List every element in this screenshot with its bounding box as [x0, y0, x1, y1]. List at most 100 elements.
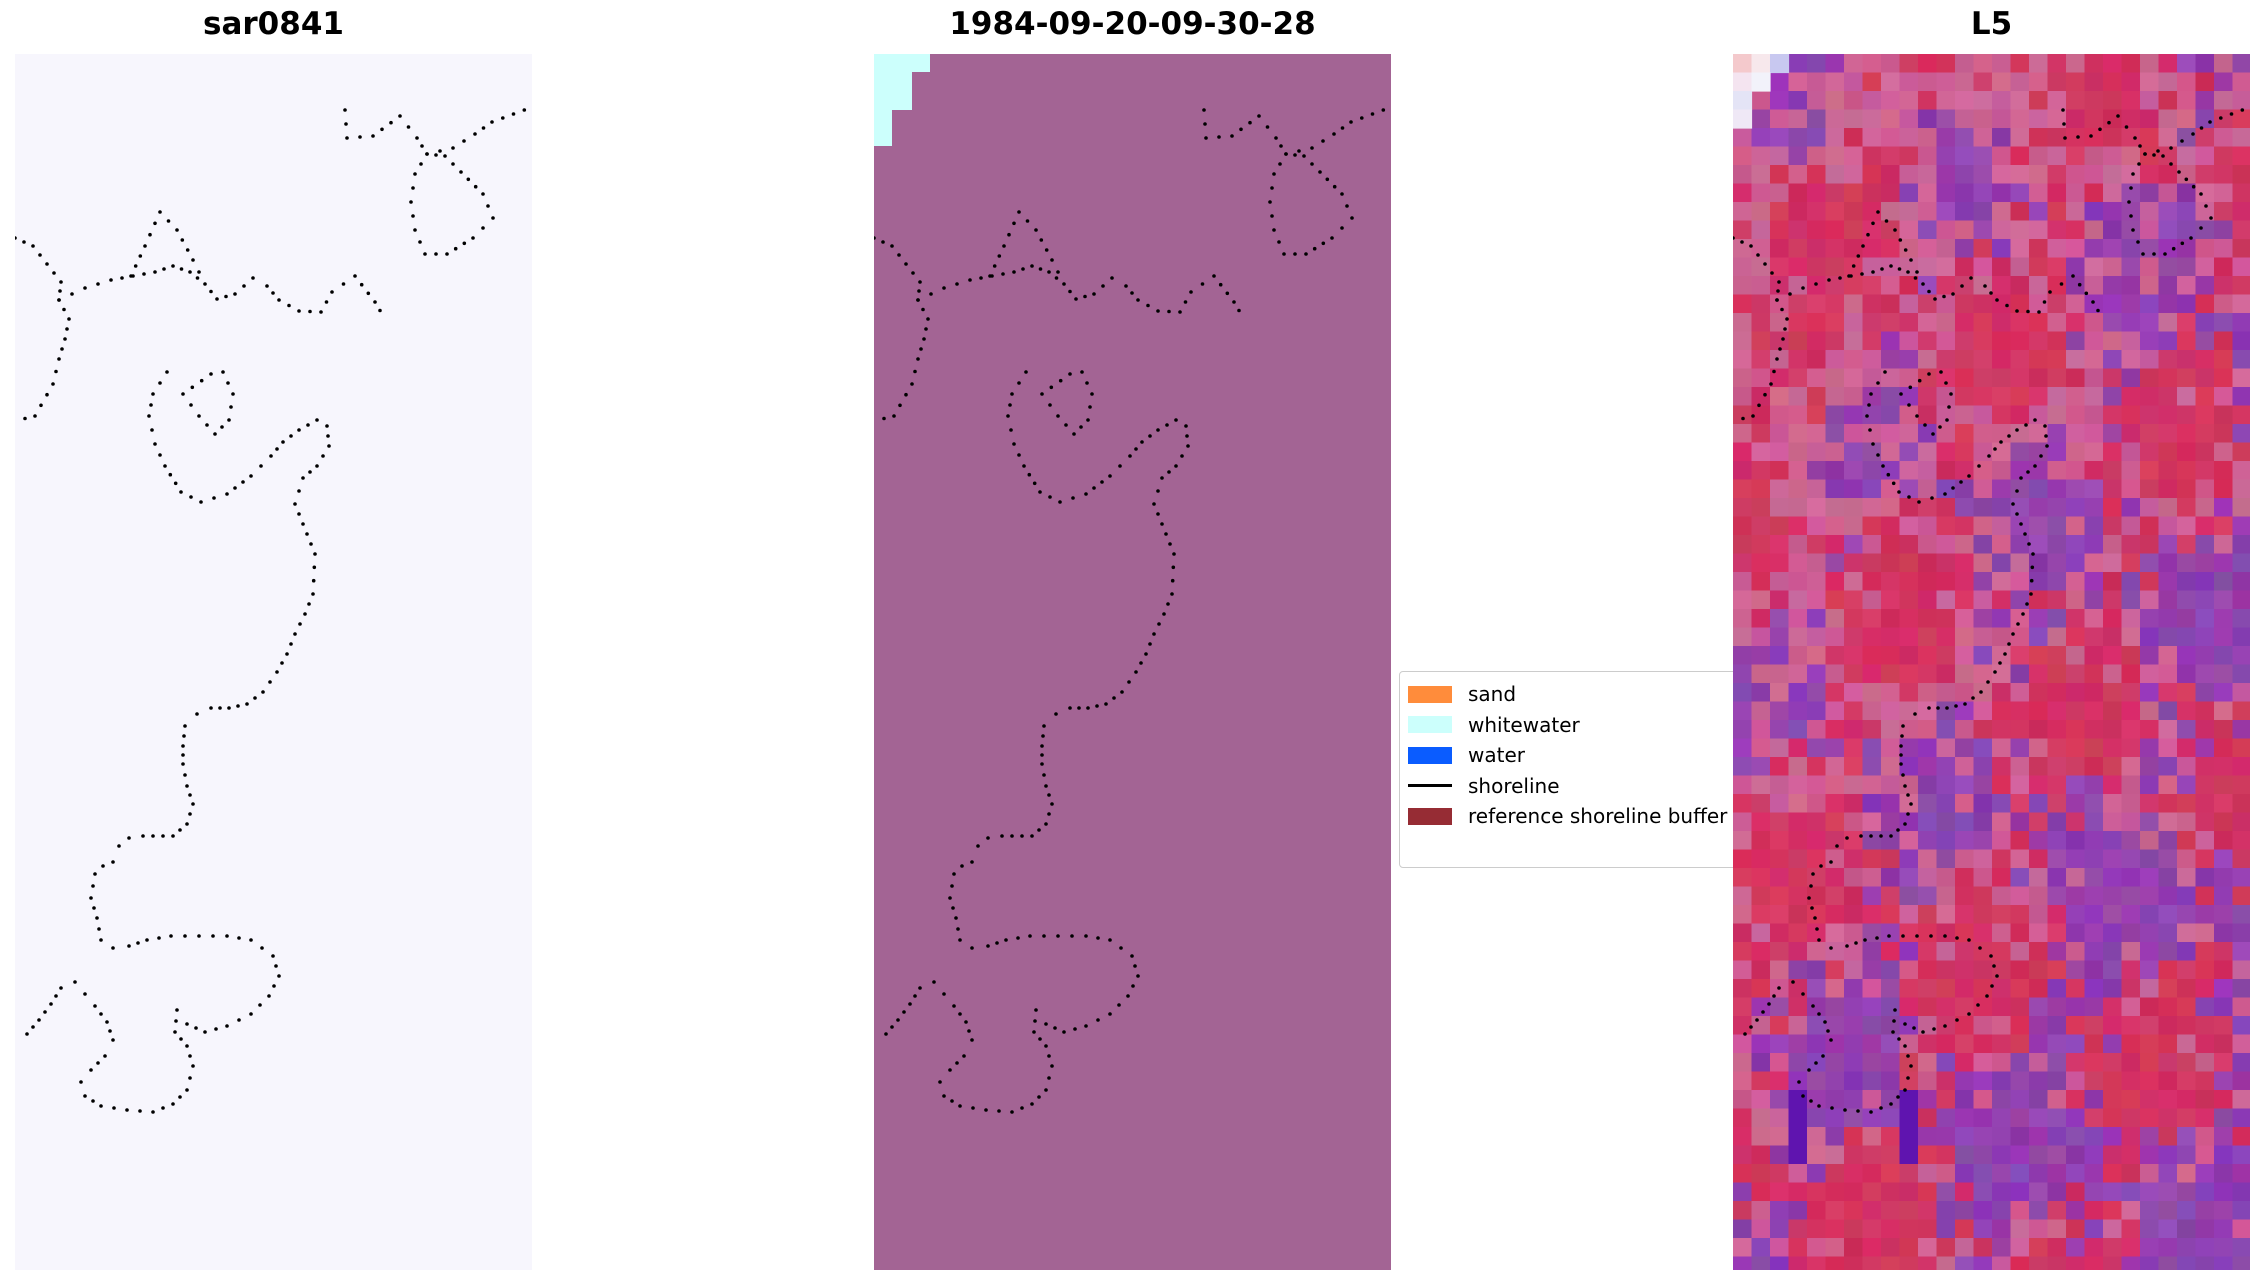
shoreline-point [2026, 470, 2030, 474]
shoreline-point [1130, 291, 1134, 295]
shoreline-point [988, 274, 992, 278]
shoreline-point [1906, 812, 1910, 816]
shoreline-point [1847, 274, 1851, 278]
shoreline-point [189, 495, 193, 499]
shoreline-point [1756, 253, 1760, 257]
shoreline-point [1943, 1024, 1947, 1028]
shoreline-point [188, 1054, 192, 1058]
shoreline-point [188, 1076, 192, 1080]
shoreline-point [289, 642, 293, 646]
shoreline-point [189, 403, 193, 407]
shoreline-point [1900, 734, 1904, 738]
shoreline-point [1084, 492, 1088, 496]
shoreline-point [148, 232, 152, 237]
shoreline-point [2039, 454, 2043, 458]
legend-item: shoreline [1408, 774, 1560, 798]
shoreline-point [1084, 934, 1088, 938]
shoreline-point [229, 405, 233, 409]
shoreline-point [2024, 423, 2028, 427]
shoreline-point [406, 125, 411, 129]
shoreline-point [970, 1038, 974, 1042]
shoreline-point [1741, 416, 1745, 421]
shoreline-point [209, 372, 213, 376]
shoreline-point [1166, 602, 1170, 606]
shoreline-point [1047, 1076, 1051, 1080]
shoreline-point [142, 272, 146, 276]
shoreline-point [1030, 1102, 1034, 1106]
shoreline-point [197, 270, 201, 274]
l5-image-panel [1733, 54, 2250, 1270]
shoreline-point [1901, 934, 1905, 938]
shoreline-point [1989, 291, 1993, 295]
shoreline-point [1146, 303, 1150, 308]
shoreline-point [277, 298, 281, 302]
shoreline-point [297, 489, 301, 493]
shoreline-point [958, 938, 962, 942]
shoreline-point [1010, 1110, 1014, 1114]
shoreline-point [1152, 502, 1156, 506]
shoreline-point [60, 347, 64, 351]
shoreline-point [1332, 184, 1337, 189]
shoreline-point [1906, 1054, 1910, 1058]
shoreline-point [413, 228, 417, 232]
shoreline-point [1835, 844, 1839, 848]
legend-item: whitewater [1408, 713, 1580, 737]
shoreline-point [954, 916, 958, 920]
shoreline-point [93, 1004, 97, 1008]
shoreline-point [1180, 454, 1184, 458]
shoreline-point [211, 934, 215, 938]
shoreline-point [2062, 122, 2066, 126]
shoreline-point [1915, 270, 1919, 274]
shoreline-point [1012, 221, 1016, 226]
shoreline-point [1884, 219, 1889, 223]
shoreline-point [1086, 706, 1090, 710]
shoreline-point [951, 906, 955, 910]
shoreline-point [1778, 347, 1782, 351]
shoreline-point [1284, 152, 1288, 156]
shoreline-point [1167, 470, 1171, 474]
shoreline-point [1913, 712, 1917, 716]
shoreline-point [1829, 946, 1833, 950]
shoreline-point [1040, 753, 1044, 757]
shoreline-point [1909, 802, 1913, 806]
shoreline-point [1815, 927, 1819, 931]
shoreline-point [2015, 309, 2019, 313]
shoreline-point [1963, 702, 1967, 706]
shoreline-point [83, 1094, 87, 1098]
shoreline-point [185, 1022, 189, 1026]
shoreline-point [1203, 122, 1207, 126]
shoreline-point [141, 834, 145, 838]
shoreline-point [275, 670, 279, 674]
shoreline-point [1876, 453, 1880, 457]
shoreline-point [1967, 938, 1971, 942]
shoreline-point [205, 423, 209, 427]
shoreline-point [1838, 276, 1842, 280]
shoreline-point [1010, 392, 1014, 396]
shoreline-point [1826, 1029, 1830, 1033]
shoreline-point [1118, 464, 1122, 468]
shoreline-point [2015, 489, 2019, 493]
shoreline-point [2240, 108, 2245, 112]
shoreline-point [1845, 944, 1849, 948]
shoreline-point [358, 135, 362, 139]
shoreline-point [179, 490, 183, 494]
shoreline-point [2208, 120, 2212, 124]
shoreline-point [199, 500, 203, 504]
shoreline-point [389, 120, 393, 125]
shoreline-point [1943, 492, 1947, 496]
shoreline-point [2189, 236, 2193, 240]
shoreline-point [1034, 228, 1038, 232]
shoreline-point [45, 392, 49, 397]
shoreline-point [466, 177, 471, 182]
shoreline-point [49, 1002, 53, 1006]
shoreline-point [1293, 153, 1297, 157]
shoreline-point [1321, 241, 1326, 246]
shoreline-point [2180, 139, 2184, 143]
shoreline-point [2031, 552, 2035, 556]
shoreline-point [287, 303, 291, 308]
shoreline-point [161, 834, 165, 838]
shoreline-point [1117, 1003, 1121, 1007]
shoreline-point [1845, 836, 1849, 840]
shoreline-point [443, 154, 447, 158]
shoreline-point [1006, 414, 1010, 418]
